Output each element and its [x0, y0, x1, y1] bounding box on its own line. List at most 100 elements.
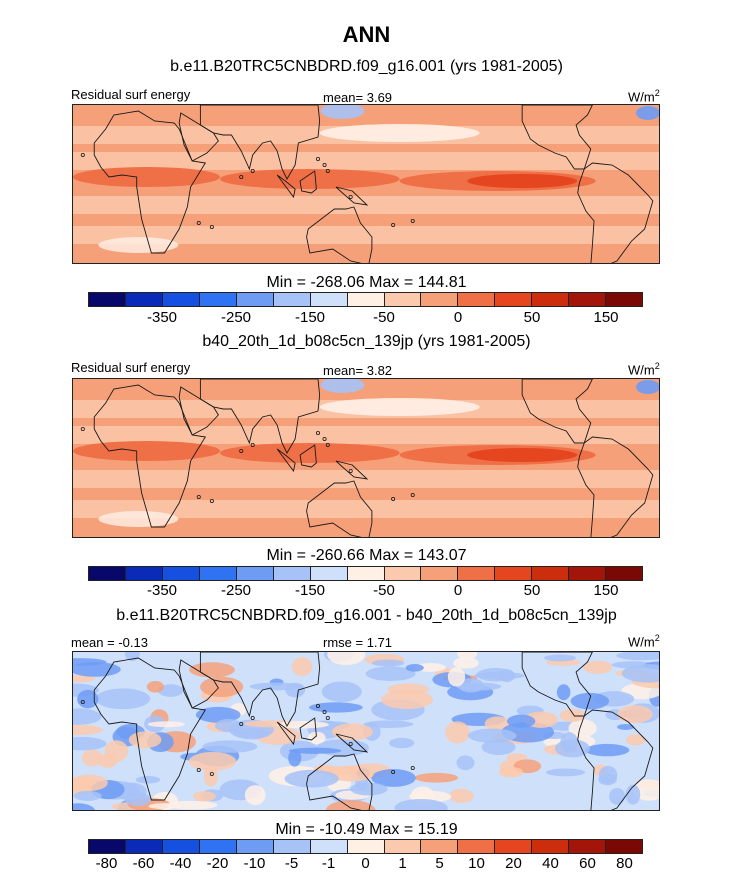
- field-patch: [481, 739, 516, 755]
- field-patch: [506, 714, 536, 728]
- island: [80, 700, 85, 705]
- field-patch: [73, 708, 102, 725]
- field-band: [73, 500, 659, 518]
- island: [410, 219, 415, 224]
- field-patch: [77, 689, 99, 709]
- field-patch: [456, 682, 502, 691]
- island: [315, 704, 320, 709]
- panel2-mean-label: mean= 3.82: [323, 363, 393, 378]
- island: [348, 469, 353, 474]
- panel1-subtitle: b.e11.B20TRC5CNBDRD.f09_g16.001 (yrs 198…: [170, 58, 563, 75]
- coastline: [335, 460, 369, 480]
- field-patch: [371, 769, 416, 787]
- field-equatorial-band: [73, 167, 220, 187]
- panel3-colorbar: [88, 839, 643, 854]
- island: [196, 768, 201, 773]
- colorbar-tick-label: 5: [435, 855, 444, 872]
- coastline: [306, 753, 373, 810]
- field-patch: [554, 739, 590, 758]
- coastline: [93, 110, 207, 254]
- field-patch: [363, 720, 414, 728]
- colorbar-box: [236, 293, 274, 306]
- coastline: [521, 652, 593, 717]
- coastline: [178, 659, 219, 709]
- coastline: [93, 657, 207, 801]
- field-patch: [193, 791, 216, 802]
- colorbar-tick-label: -350: [146, 582, 178, 599]
- island: [325, 716, 330, 721]
- field-patch: [544, 654, 576, 662]
- colorbar-box: [532, 293, 570, 306]
- colorbar-tick-label: -150: [294, 582, 326, 599]
- colorbar-box: [125, 567, 163, 580]
- island: [209, 772, 214, 777]
- colorbar-tick-label: 20: [505, 855, 522, 872]
- field-patch: [307, 731, 326, 745]
- colorbar-tick-label: 60: [579, 855, 596, 872]
- colorbar-box: [162, 293, 200, 306]
- colorbar-box: [89, 567, 126, 580]
- colorbar-box: [421, 840, 459, 853]
- panel2-subtitle: b40_20th_1d_b08c5cn_139jp (yrs 1981-2005…: [202, 333, 531, 350]
- colorbar-box: [384, 293, 422, 306]
- colorbar-box: [273, 293, 311, 306]
- field-patch: [546, 768, 586, 777]
- colorbar-box: [236, 840, 274, 853]
- coastline: [199, 652, 321, 727]
- field-patch: [447, 667, 466, 687]
- field-patch: [583, 660, 613, 674]
- field-patch: [316, 739, 369, 757]
- colorbar-tick-label: 80: [616, 855, 633, 872]
- island: [348, 742, 353, 747]
- field-negative-patch: [320, 379, 365, 393]
- field-equatorial-band: [220, 169, 400, 189]
- panel3-mean-label: mean = -0.13: [71, 635, 148, 650]
- field-patch: [616, 652, 659, 661]
- colorbar-box: [199, 293, 237, 306]
- field-light-patch: [319, 398, 480, 416]
- field-patch: [81, 749, 103, 767]
- field-patch: [135, 776, 161, 784]
- panel2-units: W/m2: [628, 361, 660, 378]
- field-patch: [285, 682, 306, 698]
- field-patch: [95, 688, 151, 710]
- figure-title: ANN: [342, 22, 391, 47]
- field-patch: [621, 664, 659, 683]
- field-patch: [73, 774, 108, 792]
- colorbar-box: [199, 567, 237, 580]
- field-patch: [200, 676, 244, 697]
- panel2-minmax: Min = -260.66 Max = 143.07: [266, 547, 467, 564]
- panel1-colorbar: [88, 292, 643, 307]
- field-patch: [609, 788, 626, 805]
- colorbar-box: [162, 840, 200, 853]
- island: [196, 221, 201, 226]
- coastline: [577, 709, 654, 810]
- colorbar-tick-label: -60: [132, 855, 155, 872]
- island: [196, 495, 201, 500]
- coastline: [299, 444, 317, 468]
- field-band: [73, 152, 659, 170]
- field-patch: [166, 800, 218, 810]
- field-eastern-pacific-max: [467, 174, 578, 188]
- colorbar-box: [384, 840, 422, 853]
- panel3-colorbar-ticks: -80 -60 -40 -20 -10 -5 -1 0 1 5 10 20 40 60 80: [88, 855, 643, 873]
- field-patch: [449, 788, 474, 804]
- field-patch: [288, 749, 302, 767]
- field-patch: [626, 734, 646, 746]
- colorbar-box: [89, 840, 126, 853]
- field-patch: [476, 667, 515, 682]
- field-patch: [189, 662, 235, 678]
- colorbar-box: [236, 567, 274, 580]
- panel3-map: [72, 651, 660, 811]
- island: [348, 195, 353, 200]
- island: [391, 497, 396, 502]
- field-patch: [203, 766, 218, 787]
- coastline: [299, 717, 317, 741]
- panel2-colorbar: [88, 566, 643, 581]
- field-patch: [617, 723, 635, 731]
- field-patch: [453, 657, 479, 669]
- panel2-map: [72, 378, 660, 538]
- field-patch: [371, 659, 405, 667]
- field-patch: [498, 767, 524, 778]
- field-light-patch: [98, 511, 179, 527]
